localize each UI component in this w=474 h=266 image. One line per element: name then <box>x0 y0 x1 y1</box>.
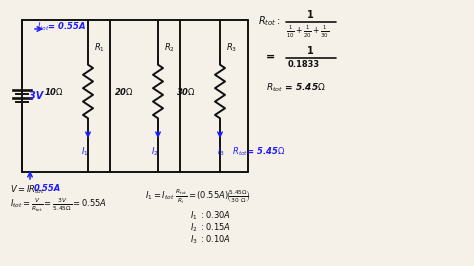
Text: 1: 1 <box>307 10 313 20</box>
Text: $R_2$: $R_2$ <box>164 41 175 54</box>
Text: $I_{tot}$= 0.55A: $I_{tot}$= 0.55A <box>37 21 86 33</box>
Text: $I_3$   $R_{tot}$= 5.45$\Omega$: $I_3$ $R_{tot}$= 5.45$\Omega$ <box>217 145 285 157</box>
Text: 20$\Omega$: 20$\Omega$ <box>114 86 134 97</box>
Text: $I_3\ : 0.10A$: $I_3\ : 0.10A$ <box>190 233 231 246</box>
Text: 30$\Omega$: 30$\Omega$ <box>176 86 196 97</box>
Text: $\frac{1}{10}+\frac{1}{20}+\frac{1}{30}$: $\frac{1}{10}+\frac{1}{20}+\frac{1}{30}$ <box>286 24 329 40</box>
Text: $R_{tot}:$: $R_{tot}:$ <box>258 14 281 28</box>
Text: =: = <box>266 52 275 62</box>
Text: $R_3$: $R_3$ <box>226 41 237 54</box>
Text: $I_2$: $I_2$ <box>151 145 159 157</box>
Text: 3V: 3V <box>29 91 43 101</box>
Text: $I_2\ : 0.15A$: $I_2\ : 0.15A$ <box>190 221 231 234</box>
Text: $R_{tot}$ = 5.45$\Omega$: $R_{tot}$ = 5.45$\Omega$ <box>266 82 326 94</box>
Text: $R_1$: $R_1$ <box>94 41 105 54</box>
Text: $I_1\ : 0.30A$: $I_1\ : 0.30A$ <box>190 209 231 222</box>
Text: $I_1$: $I_1$ <box>81 145 89 157</box>
Text: $V = IR_{tot}$: $V = IR_{tot}$ <box>10 183 45 196</box>
Text: $I_{tot}=\frac{V}{R_{tot}}=\frac{3V}{5.45\Omega}=0.55A$: $I_{tot}=\frac{V}{R_{tot}}=\frac{3V}{5.4… <box>10 197 107 214</box>
Text: 1: 1 <box>307 46 313 56</box>
Text: $I_1 = I_{tot}\ \frac{R_{tot}}{R_i}=(0.55A)\!\left(\!\frac{5.45\Omega}{30\ \Omeg: $I_1 = I_{tot}\ \frac{R_{tot}}{R_i}=(0.5… <box>145 187 251 206</box>
Text: 10$\Omega$: 10$\Omega$ <box>44 86 64 97</box>
Text: 0.1833: 0.1833 <box>288 60 320 69</box>
Text: 0.55A: 0.55A <box>34 184 61 193</box>
